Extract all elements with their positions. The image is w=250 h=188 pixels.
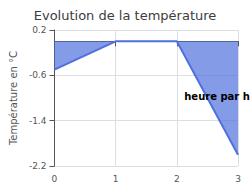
- svg-text:-2.2: -2.2: [29, 161, 47, 171]
- svg-text:0: 0: [52, 174, 58, 184]
- svg-text:0.2: 0.2: [32, 25, 46, 35]
- svg-text:Evolution de la température: Evolution de la température: [34, 8, 217, 23]
- svg-text:heure par heure: heure par heure: [184, 91, 250, 102]
- svg-text:2: 2: [174, 174, 180, 184]
- svg-text:-0.6: -0.6: [29, 70, 47, 80]
- svg-text:3: 3: [235, 174, 241, 184]
- svg-text:Température en °C: Température en °C: [8, 51, 19, 146]
- svg-text:-1.4: -1.4: [29, 116, 47, 126]
- svg-text:1: 1: [113, 174, 119, 184]
